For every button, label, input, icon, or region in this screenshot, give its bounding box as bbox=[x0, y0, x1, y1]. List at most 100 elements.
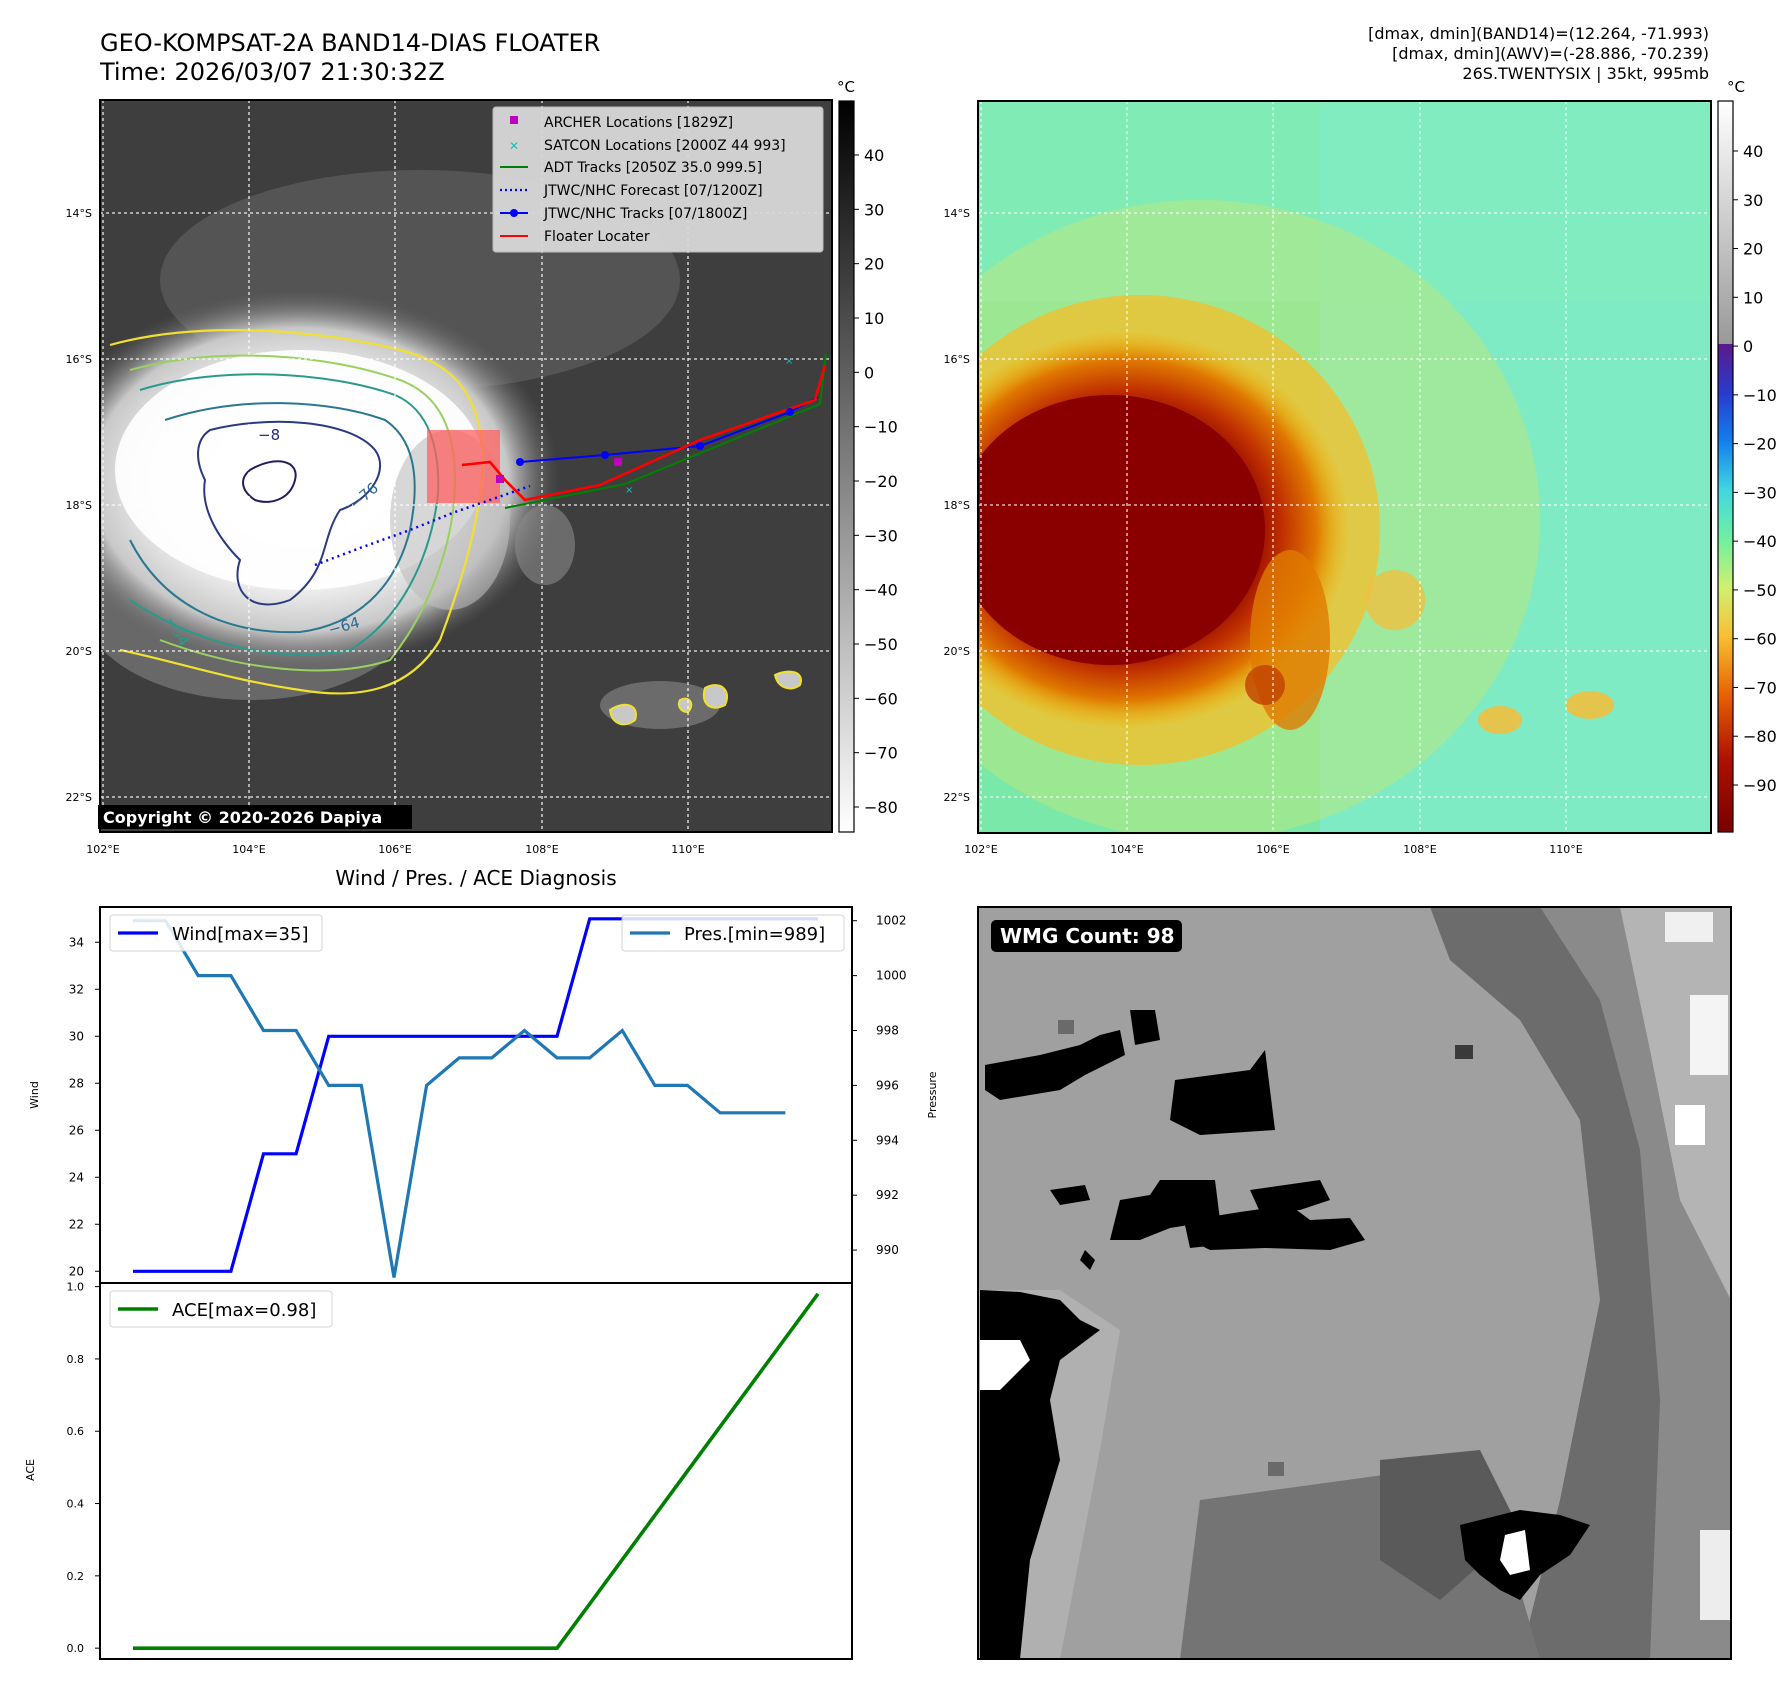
ace-axis-label: ACE bbox=[24, 1459, 37, 1481]
cbar-tick-label: 10 bbox=[1743, 288, 1763, 307]
lon-label: 110°E bbox=[671, 843, 704, 856]
pressure-tick-label: 996 bbox=[876, 1078, 899, 1092]
info-dmax-awv: [dmax, dmin](AWV)=(-28.886, -70.239) bbox=[1392, 44, 1709, 63]
cbar-tick-label: −40 bbox=[1743, 532, 1777, 551]
info-storm: 26S.TWENTYSIX | 35kt, 995mb bbox=[1462, 64, 1709, 83]
cbar-tick-label: −30 bbox=[1743, 483, 1777, 502]
wmg-count-text: WMG Count: 98 bbox=[1000, 924, 1175, 948]
ir-lon-labels: 102°E 104°E 106°E 108°E 110°E bbox=[86, 843, 704, 856]
copyright-badge: Copyright © 2020-2026 Dapiya bbox=[103, 808, 382, 827]
wind-tick-label: 28 bbox=[69, 1076, 84, 1090]
lon-label: 104°E bbox=[1110, 843, 1143, 856]
info-dmax-band14: [dmax, dmin](BAND14)=(12.264, -71.993) bbox=[1368, 24, 1709, 43]
cbar-tick-label: −10 bbox=[1743, 386, 1777, 405]
ace-tick-label: 0.0 bbox=[67, 1642, 85, 1655]
cbar-tick-label: −60 bbox=[864, 689, 898, 708]
lon-label: 106°E bbox=[1256, 843, 1289, 856]
cbar-tick-label: 40 bbox=[864, 146, 884, 165]
cbar-tick-label: −10 bbox=[864, 418, 898, 437]
legend-floater: Floater Locater bbox=[544, 229, 650, 245]
cbar-tick-label: −70 bbox=[1743, 678, 1777, 697]
cbar-tick-label: −40 bbox=[864, 581, 898, 600]
lat-label: 20°S bbox=[944, 645, 970, 658]
lon-label: 102°E bbox=[86, 843, 119, 856]
cbar-tick-label: 10 bbox=[864, 309, 884, 328]
cbar-tick-label: 20 bbox=[864, 255, 884, 274]
figure-time: Time: 2026/03/07 21:30:32Z bbox=[99, 58, 445, 86]
lat-label: 14°S bbox=[944, 207, 970, 220]
pressure-tick-label: 992 bbox=[876, 1188, 899, 1202]
square-marker-icon bbox=[510, 116, 518, 124]
cbar-tick-label: 30 bbox=[1743, 191, 1763, 210]
lon-label: 104°E bbox=[232, 843, 265, 856]
wmg-panel: WMG Count: 98 bbox=[977, 906, 1732, 1660]
lon-label: 108°E bbox=[525, 843, 558, 856]
cbar-tick-label: 0 bbox=[1743, 337, 1753, 356]
wind-tick-label: 26 bbox=[69, 1123, 84, 1137]
figure-title: GEO-KOMPSAT-2A BAND14-DIAS FLOATER bbox=[100, 29, 600, 57]
lat-label: 20°S bbox=[66, 645, 92, 658]
ace-legend-label: ACE[max=0.98] bbox=[172, 1300, 316, 1321]
cbar-tick-label: 40 bbox=[1743, 142, 1763, 161]
legend-satcon: SATCON Locations [2000Z 44 993] bbox=[544, 138, 786, 154]
cbar-tick-label: 0 bbox=[864, 363, 874, 382]
lat-label: 22°S bbox=[944, 791, 970, 804]
legend-adt: ADT Tracks [2050Z 35.0 999.5] bbox=[544, 160, 762, 176]
pressure-tick-label: 1000 bbox=[876, 969, 907, 983]
diagnosis-title: Wind / Pres. / ACE Diagnosis bbox=[335, 866, 616, 890]
lon-label: 108°E bbox=[1403, 843, 1436, 856]
pressure-tick-label: 1002 bbox=[876, 914, 907, 928]
ace-tick-label: 0.6 bbox=[67, 1425, 85, 1438]
pressure-tick-label: 990 bbox=[876, 1243, 899, 1257]
awv-lat-labels: 14°S 16°S 18°S 20°S 22°S bbox=[944, 207, 970, 804]
awv-lon-labels: 102°E 104°E 106°E 108°E 110°E bbox=[964, 843, 1582, 856]
lon-label: 102°E bbox=[964, 843, 997, 856]
svg-text:×: × bbox=[785, 356, 793, 367]
pressure-axis-label: Pressure bbox=[926, 1071, 939, 1118]
lat-label: 18°S bbox=[66, 499, 92, 512]
awv-panel: 14°S 16°S 18°S 20°S 22°S 102°E 104°E 106… bbox=[944, 78, 1777, 856]
cbar-tick-label: 30 bbox=[864, 200, 884, 219]
lat-label: 16°S bbox=[66, 353, 92, 366]
ir-colorbar bbox=[838, 100, 855, 833]
ir-cbar-ticks: 40 30 20 10 0 −10 −20 −30 −40 −50 −60 −70 −80 bbox=[854, 146, 898, 817]
pressure-tick-label: 998 bbox=[876, 1024, 899, 1038]
wind-tick-label: 24 bbox=[69, 1170, 84, 1184]
lat-label: 18°S bbox=[944, 499, 970, 512]
ir-lat-labels: 14°S 16°S 18°S 20°S 22°S bbox=[66, 207, 92, 804]
wind-axis-label: Wind bbox=[28, 1081, 41, 1109]
awv-cbar-ticks: 40 30 20 10 0 −10 −20 −30 −40 −50 −60 −70 −80 −90 bbox=[1733, 142, 1777, 795]
pressure-series-line bbox=[133, 919, 786, 1278]
lon-label: 110°E bbox=[1549, 843, 1582, 856]
ace-tick-label: 0.2 bbox=[67, 1570, 85, 1583]
cbar-tick-label: −70 bbox=[864, 744, 898, 763]
svg-text:×: × bbox=[625, 485, 633, 496]
pressure-legend bbox=[621, 914, 845, 952]
wind-pressure-chart: Wind Pressure 20 22 24 26 28 30 32 34 990 992 994… bbox=[28, 906, 939, 1284]
legend-jtwc-forecast: JTWC/NHC Forecast [07/1200Z] bbox=[543, 183, 763, 199]
cbar-tick-label: 20 bbox=[1743, 240, 1763, 259]
lat-label: 14°S bbox=[66, 207, 92, 220]
ace-tick-label: 0.4 bbox=[67, 1498, 85, 1511]
cbar-tick-label: −20 bbox=[1743, 435, 1777, 454]
ace-chart: ACE 0.0 0.2 0.4 0.6 0.8 1.0 ACE[max=0.98] bbox=[24, 1281, 853, 1660]
wmg-count-badge bbox=[991, 920, 1182, 952]
cbar-tick-label: −90 bbox=[1743, 776, 1777, 795]
cbar-tick-label: −80 bbox=[864, 798, 898, 817]
wind-tick-label: 32 bbox=[69, 982, 84, 996]
ir-legend: ARCHER Locations [1829Z] ✕ SATCON Locati… bbox=[492, 106, 824, 253]
ir-cbar-unit: °C bbox=[837, 78, 855, 96]
x-marker-icon: ✕ bbox=[509, 139, 519, 153]
cbar-tick-label: −50 bbox=[864, 635, 898, 654]
wind-legend bbox=[109, 914, 323, 952]
awv-cbar-unit: °C bbox=[1727, 78, 1745, 96]
lat-label: 16°S bbox=[944, 353, 970, 366]
cbar-tick-label: −30 bbox=[864, 526, 898, 545]
ace-tick-label: 1.0 bbox=[67, 1281, 85, 1294]
legend-jtwc-tracks: JTWC/NHC Tracks [07/1800Z] bbox=[543, 206, 747, 222]
cbar-tick-label: −50 bbox=[1743, 581, 1777, 600]
awv-colorbar bbox=[1717, 100, 1734, 833]
ace-tick-label: 0.8 bbox=[67, 1353, 85, 1366]
ace-series-line bbox=[133, 1292, 820, 1650]
